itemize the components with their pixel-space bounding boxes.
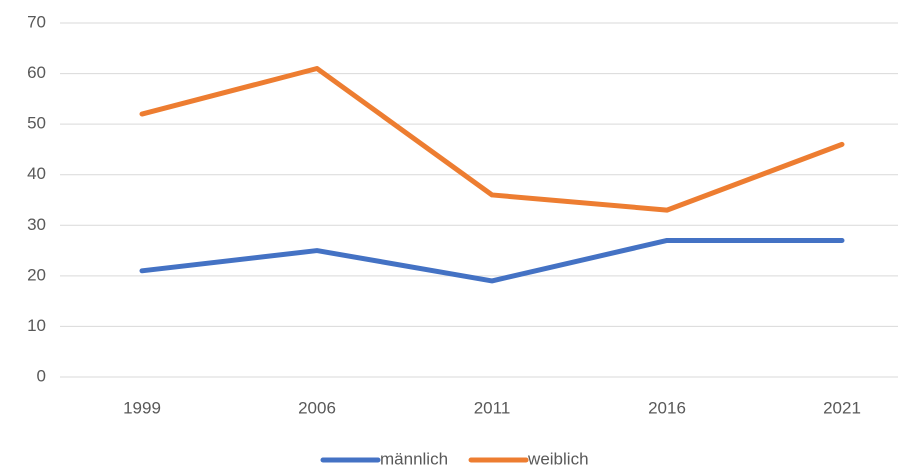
x-tick-label: 2016 [648, 398, 686, 417]
y-tick-label: 0 [37, 366, 46, 385]
y-tick-label: 60 [27, 63, 46, 82]
x-tick-label: 2021 [823, 398, 861, 417]
y-tick-label: 10 [27, 316, 46, 335]
series-line [139, 66, 845, 213]
legend-label: männlich [380, 449, 448, 468]
series-line [139, 237, 845, 284]
y-tick-label: 70 [27, 12, 46, 31]
y-tick-label: 40 [27, 164, 46, 183]
legend-label: weiblich [527, 449, 588, 468]
x-tick-label: 2011 [474, 398, 511, 417]
y-tick-label: 20 [27, 265, 46, 284]
x-tick-label: 1999 [123, 398, 161, 417]
x-tick-label: 2006 [298, 398, 336, 417]
y-tick-label: 50 [27, 114, 46, 133]
y-tick-label: 30 [27, 215, 46, 234]
